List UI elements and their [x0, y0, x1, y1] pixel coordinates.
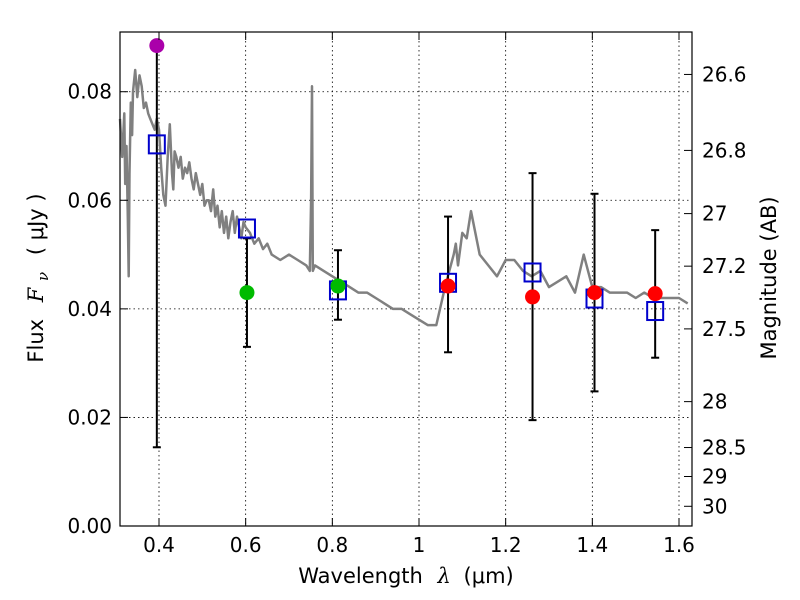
observed-points-layer: [149, 38, 663, 305]
x-tick-label: 1.2: [490, 533, 522, 557]
y-axis-label-symbol: F: [24, 286, 48, 303]
observed-point: [525, 289, 541, 305]
y-axis-label: Flux F ν ( μJy ): [24, 193, 53, 362]
mag-tick-label: 30: [702, 494, 727, 518]
y-tick-label: 0.08: [67, 80, 112, 104]
errorbar-layer: [152, 44, 660, 449]
x-tick-label: 1: [413, 533, 426, 557]
x-axis-label-symbol: λ: [437, 564, 451, 588]
x-tick-label: 1.4: [576, 533, 608, 557]
y-tick-label: 0.06: [67, 188, 112, 212]
model-photometry-square: [523, 262, 542, 283]
model-photometry-square: [237, 218, 256, 239]
y-axis-label-subscript: ν: [34, 272, 52, 281]
model-photometry-square: [646, 301, 665, 322]
x-tick-label: 0.4: [143, 533, 175, 557]
x-axis-label: Wavelength λ (μm): [298, 564, 513, 588]
y-tick-label: 0.04: [67, 297, 112, 321]
y2-axis-label: Magnitude (AB): [757, 196, 781, 359]
mag-tick-label: 28: [702, 390, 727, 414]
y-axis-label-text: Flux: [24, 319, 48, 363]
observed-point: [647, 286, 663, 302]
grid: [120, 32, 692, 527]
model-sed-layer: [118, 68, 689, 327]
mag-tick-label: 29: [702, 464, 727, 488]
mag-tick-label: 27.2: [702, 254, 747, 278]
mag-tick-label: 26.6: [702, 62, 747, 86]
observed-point: [587, 285, 602, 301]
observed-point: [149, 38, 165, 54]
ticks: 0.4 0.6 0.8 1 1.2 1.4 1.6 0.00 0.02 0.04 0.06 0.08 2…: [67, 32, 747, 557]
y-tick-label: 0.00: [67, 514, 112, 538]
mag-tick-label: 28.5: [702, 436, 747, 460]
model-sed-line: [118, 68, 689, 327]
observed-point: [330, 278, 346, 294]
y-tick-label: 0.02: [67, 405, 112, 429]
x-tick-label: 0.8: [316, 533, 348, 557]
mag-tick-label: 26.8: [702, 138, 747, 162]
y-axis-label-unit: ( μJy ): [24, 193, 48, 255]
x-axis-label-text: Wavelength: [298, 564, 423, 588]
model-photometry-layer: [147, 134, 665, 322]
x-tick-label: 1.6: [663, 533, 695, 557]
mag-tick-label: 27: [702, 202, 727, 226]
observed-point: [239, 285, 255, 301]
x-tick-label: 0.6: [230, 533, 262, 557]
observed-point: [440, 278, 456, 294]
plot-frame: [119, 31, 693, 527]
mag-tick-label: 27.5: [702, 317, 747, 341]
x-axis-label-unit: (μm): [464, 564, 514, 588]
model-photometry-square: [147, 134, 166, 155]
